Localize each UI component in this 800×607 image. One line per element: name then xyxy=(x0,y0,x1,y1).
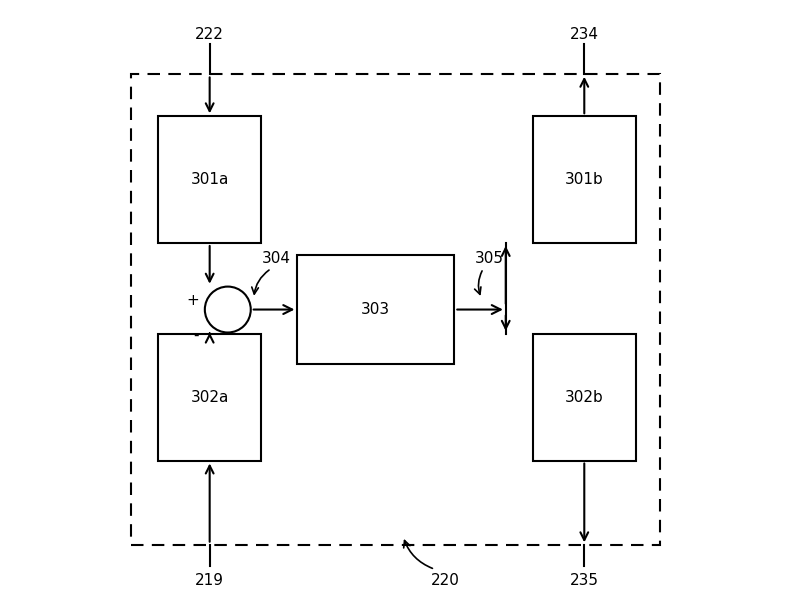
Text: 304: 304 xyxy=(262,251,290,266)
Text: -: - xyxy=(194,328,198,343)
Text: 234: 234 xyxy=(570,27,598,42)
Text: 220: 220 xyxy=(431,573,460,588)
Text: 303: 303 xyxy=(362,302,390,317)
Bar xyxy=(131,74,660,545)
Bar xyxy=(533,334,636,461)
Text: 302b: 302b xyxy=(565,390,604,405)
Circle shape xyxy=(205,287,250,333)
Bar xyxy=(533,116,636,243)
Text: 301a: 301a xyxy=(190,172,229,187)
Text: 219: 219 xyxy=(195,573,224,588)
Text: 301b: 301b xyxy=(565,172,604,187)
Text: 302a: 302a xyxy=(190,390,229,405)
Text: 235: 235 xyxy=(570,573,598,588)
Bar xyxy=(158,334,261,461)
Bar xyxy=(298,255,454,364)
Text: +: + xyxy=(186,293,198,308)
Text: 222: 222 xyxy=(195,27,224,42)
Bar xyxy=(158,116,261,243)
Text: 305: 305 xyxy=(475,251,504,266)
